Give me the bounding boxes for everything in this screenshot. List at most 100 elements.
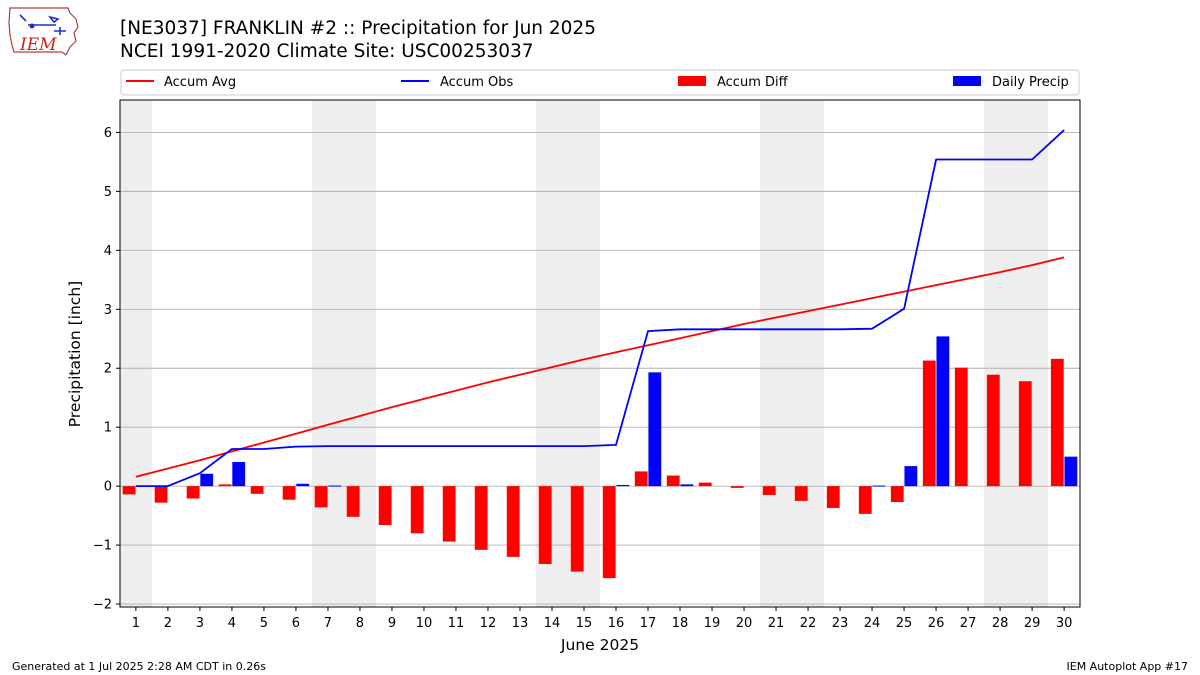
iowa-outline-icon bbox=[8, 7, 79, 56]
accum-diff-bar-28 bbox=[986, 374, 1000, 487]
accum-diff-bar-8 bbox=[346, 486, 360, 517]
x-tick-label-11: 11 bbox=[448, 616, 465, 631]
accum-diff-bar-17 bbox=[634, 471, 648, 487]
app-credit: IEM Autoplot App #17 bbox=[1066, 660, 1189, 673]
x-tick-label-18: 18 bbox=[672, 616, 689, 631]
y-tick-label-1: 1 bbox=[104, 421, 112, 436]
x-tick-label-7: 7 bbox=[324, 616, 332, 631]
y-tick-label-3: 3 bbox=[104, 303, 112, 318]
accum-diff-bar-4 bbox=[218, 484, 232, 487]
x-tick-label-30: 30 bbox=[1056, 616, 1073, 631]
gridlines bbox=[120, 131, 1080, 605]
weather-symbols-icon bbox=[19, 14, 66, 35]
x-tick-label-8: 8 bbox=[356, 616, 364, 631]
chart-subtitle: NCEI 1991-2020 Climate Site: USC00253037 bbox=[120, 41, 534, 62]
accum-diff-bar-12 bbox=[474, 486, 488, 550]
y-tick-label-0: 0 bbox=[104, 480, 112, 495]
daily-precip-bar-16 bbox=[616, 484, 630, 487]
daily-precip-bar-24 bbox=[872, 485, 886, 487]
x-tick-label-19: 19 bbox=[704, 616, 721, 631]
accum-diff-bar-16 bbox=[602, 486, 616, 579]
x-tick-label-5: 5 bbox=[260, 616, 268, 631]
accum-diff-bar-15 bbox=[570, 486, 584, 572]
accum-diff-bar-30 bbox=[1050, 358, 1064, 487]
accum-diff-bar-19 bbox=[698, 482, 712, 487]
legend-label-accum-obs: Accum Obs bbox=[440, 75, 513, 90]
x-tick-label-29: 29 bbox=[1024, 616, 1041, 631]
accum-diff-bar-24 bbox=[858, 486, 872, 514]
daily-precip-bar-25 bbox=[904, 466, 918, 487]
chart-title: [NE3037] FRANKLIN #2 :: Precipitation fo… bbox=[120, 18, 596, 39]
accum-diff-bar-21 bbox=[762, 486, 776, 495]
accum-avg-line bbox=[135, 256, 1065, 478]
accum-diff-bars bbox=[122, 358, 1064, 579]
accum-diff-bar-29 bbox=[1018, 381, 1032, 487]
legend: Accum Avg Accum Obs Accum Diff Daily Pre… bbox=[120, 69, 1080, 96]
legend-label-accum-avg: Accum Avg bbox=[164, 75, 236, 90]
weekend-shade-1 bbox=[311, 100, 376, 607]
x-tick-label-4: 4 bbox=[228, 616, 236, 631]
daily-precip-bar-26 bbox=[936, 336, 950, 487]
y-tick-label-4: 4 bbox=[104, 244, 112, 259]
accum-diff-bar-14 bbox=[538, 486, 552, 564]
accum-diff-bar-25 bbox=[890, 486, 904, 503]
accum-diff-bar-18 bbox=[666, 475, 680, 487]
daily-precip-bars bbox=[200, 336, 1078, 487]
accum-diff-bar-3 bbox=[186, 486, 200, 499]
iem-logo-text: IEM bbox=[19, 35, 57, 55]
x-tick-label-28: 28 bbox=[992, 616, 1009, 631]
iem-logo: IEM bbox=[6, 5, 82, 59]
chart-title-block: [NE3037] FRANKLIN #2 :: Precipitation fo… bbox=[120, 17, 596, 63]
y-axis-label: Precipitation [inch] bbox=[66, 281, 84, 427]
accum-diff-bar-13 bbox=[506, 486, 520, 557]
x-tick-label-21: 21 bbox=[768, 616, 785, 631]
x-tick-label-9: 9 bbox=[388, 616, 396, 631]
x-tick-label-13: 13 bbox=[512, 616, 529, 631]
weekend-shade-3 bbox=[760, 100, 825, 607]
x-axis-label: June 2025 bbox=[560, 636, 639, 654]
accum-diff-bar-26 bbox=[922, 360, 936, 487]
accum-diff-bar-22 bbox=[794, 486, 808, 501]
x-tick-label-3: 3 bbox=[196, 616, 204, 631]
accum-diff-bar-1 bbox=[122, 486, 136, 495]
x-tick-label-1: 1 bbox=[132, 616, 140, 631]
daily-precip-bar-18 bbox=[680, 484, 694, 487]
generated-timestamp: Generated at 1 Jul 2025 2:28 AM CDT in 0… bbox=[12, 660, 266, 673]
x-tick-label-17: 17 bbox=[640, 616, 657, 631]
weekend-shading bbox=[120, 100, 1049, 607]
accum-lines bbox=[135, 129, 1065, 488]
weekend-shade-4 bbox=[984, 100, 1049, 607]
daily-precip-bar-3 bbox=[200, 473, 214, 487]
accum-diff-bar-2 bbox=[154, 486, 168, 503]
daily-precip-bar-4 bbox=[232, 461, 246, 487]
legend-swatch-daily-precip bbox=[953, 76, 981, 86]
legend-swatch-accum-diff bbox=[678, 76, 706, 86]
legend-frame bbox=[120, 69, 1080, 96]
accum-diff-bar-20 bbox=[730, 486, 744, 488]
x-tick-label-10: 10 bbox=[416, 616, 433, 631]
x-tick-label-6: 6 bbox=[292, 616, 300, 631]
daily-precip-bar-7 bbox=[328, 485, 342, 487]
weekend-shade-0 bbox=[120, 100, 152, 607]
x-tick-label-14: 14 bbox=[544, 616, 561, 631]
x-tick-label-23: 23 bbox=[832, 616, 849, 631]
x-tick-label-20: 20 bbox=[736, 616, 753, 631]
accum-diff-bar-7 bbox=[314, 486, 328, 508]
y-axis-ticks: −2 −1 0 1 2 3 4 5 6 bbox=[93, 126, 120, 613]
x-tick-label-15: 15 bbox=[576, 616, 593, 631]
accum-diff-bar-10 bbox=[410, 486, 424, 534]
accum-diff-bar-6 bbox=[282, 486, 296, 500]
x-tick-label-12: 12 bbox=[480, 616, 497, 631]
accum-diff-bar-11 bbox=[442, 486, 456, 542]
x-tick-label-16: 16 bbox=[608, 616, 625, 631]
x-tick-label-22: 22 bbox=[800, 616, 817, 631]
daily-precip-bar-6 bbox=[296, 483, 310, 487]
y-tick-label--1: −1 bbox=[93, 539, 112, 554]
x-tick-label-24: 24 bbox=[864, 616, 881, 631]
x-axis-ticks: 1 2 3 4 5 6 7 8 9 10 11 12 13 14 15 16 17 18 19 20 21 22 23 24 2… bbox=[132, 607, 1073, 631]
y-tick-label-6: 6 bbox=[104, 126, 112, 141]
daily-precip-bar-30 bbox=[1064, 456, 1078, 487]
x-tick-label-26: 26 bbox=[928, 616, 945, 631]
accum-obs-line bbox=[135, 129, 1065, 488]
